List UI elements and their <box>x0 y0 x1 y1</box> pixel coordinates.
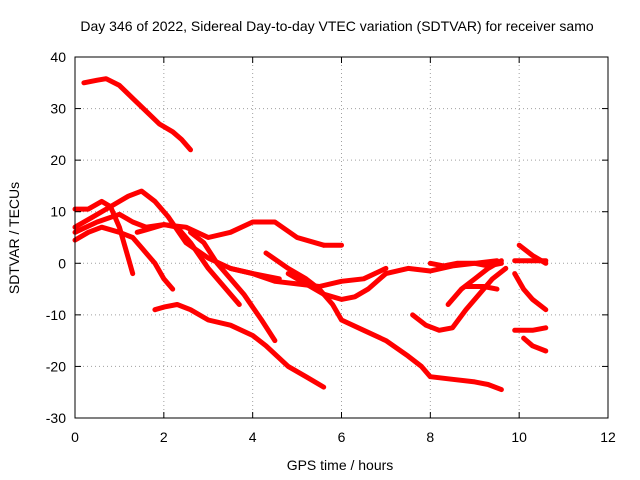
chart-title: Day 346 of 2022, Sidereal Day-to-day VTE… <box>80 18 593 34</box>
y-tick-label: 10 <box>50 204 66 220</box>
y-tick-label: -30 <box>46 410 66 426</box>
series-line-s9 <box>188 229 278 344</box>
series-line-s16 <box>463 284 500 292</box>
series-line-s21 <box>521 335 549 354</box>
series-line-s13 <box>410 265 509 333</box>
x-tick-label: 4 <box>249 429 257 445</box>
y-tick-label: -20 <box>46 358 66 374</box>
series-line-s11 <box>263 250 504 393</box>
y-tick-label: 40 <box>50 49 66 65</box>
axis-ticks: 0 2 4 6 8 10 12 -30 -20 -10 0 10 20 30 40 <box>46 49 616 445</box>
x-axis-label: GPS time / hours <box>287 457 394 473</box>
y-tick-label: 20 <box>50 152 66 168</box>
series-line-s12 <box>285 258 500 302</box>
grid <box>75 57 608 418</box>
x-tick-label: 8 <box>426 429 434 445</box>
plot-area <box>72 76 549 393</box>
y-tick-label: 30 <box>50 101 66 117</box>
series-line-s5 <box>72 211 327 248</box>
x-tick-label: 10 <box>511 429 527 445</box>
series-line-s19 <box>512 271 549 313</box>
x-tick-label: 0 <box>71 429 79 445</box>
x-tick-label: 6 <box>338 429 346 445</box>
y-tick-label: 0 <box>58 255 66 271</box>
series-line-s1 <box>81 76 193 153</box>
series-line-s15 <box>445 258 504 307</box>
y-tick-label: -10 <box>46 307 66 323</box>
series-line-s4 <box>72 224 176 292</box>
series-line-s8 <box>152 302 327 390</box>
series-line-s6 <box>134 222 242 307</box>
series-line-s20 <box>512 325 549 333</box>
y-axis-label: SDTVAR / TECUs <box>6 182 22 294</box>
x-tick-label: 12 <box>600 429 616 445</box>
x-tick-label: 2 <box>160 429 168 445</box>
